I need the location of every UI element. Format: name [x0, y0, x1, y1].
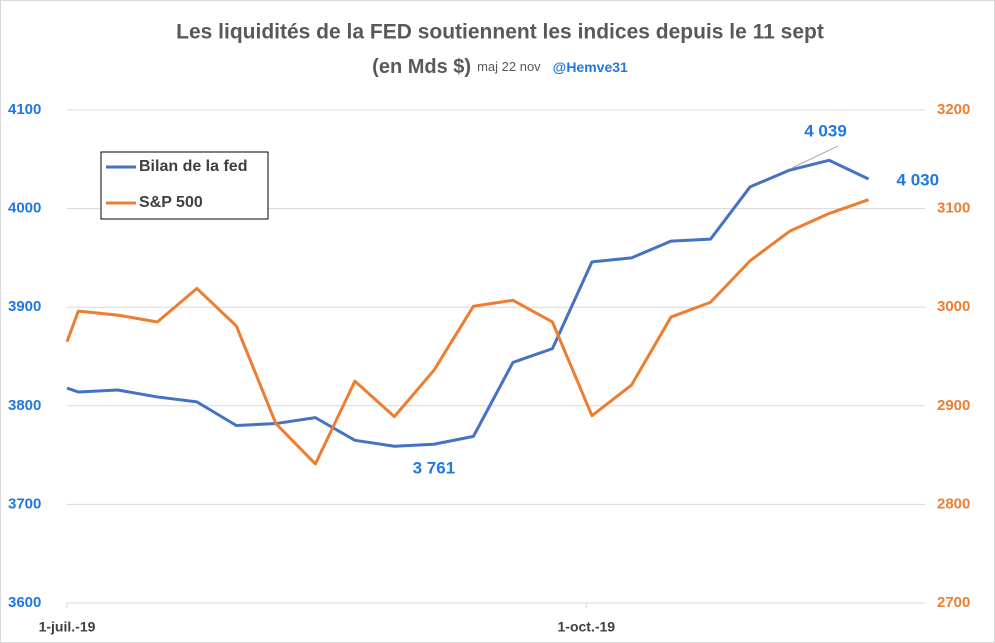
data-label: 4 039 — [804, 122, 847, 141]
x-tick-label: 1-juil.-19 — [39, 619, 96, 635]
x-tick-label: 1-oct.-19 — [558, 619, 616, 635]
data-label: 4 030 — [897, 171, 940, 190]
y2-tick-label: 3000 — [937, 298, 970, 315]
y2-tick-label: 3100 — [937, 200, 970, 217]
y2-tick-label: 2900 — [937, 397, 970, 414]
author: @Hemve31 — [553, 59, 628, 75]
legend-label: S&P 500 — [139, 194, 203, 211]
y-tick-label: 3800 — [8, 397, 41, 414]
y-tick-label: 3700 — [8, 495, 41, 512]
legend: Bilan de la fed S&P 500 — [100, 151, 269, 220]
update-note: maj 22 nov — [477, 59, 541, 74]
series-line — [66, 158, 870, 448]
y-tick-label: 3600 — [8, 594, 41, 611]
y-tick-label: 3900 — [8, 298, 41, 315]
y2-tick-label: 3200 — [937, 101, 970, 118]
y-tick-label: 4100 — [8, 101, 41, 118]
y-tick-label: 4000 — [8, 200, 41, 217]
series-line — [65, 198, 870, 466]
chart-title: Les liquidités de la FED soutiennent les… — [176, 21, 824, 44]
chart-subtitle-line: (en Mds $) maj 22 nov @Hemve31 — [372, 56, 628, 78]
leader-line — [791, 145, 838, 169]
subtitle: (en Mds $) — [372, 56, 471, 78]
marks: 3 761 4 039 4 030 — [65, 122, 940, 478]
y2-tick-label: 2800 — [937, 495, 970, 512]
data-label: 3 761 — [413, 459, 456, 478]
legend-box — [100, 151, 269, 220]
y2-tick-label: 2700 — [937, 594, 970, 611]
legend-label: Bilan de la fed — [139, 158, 247, 175]
